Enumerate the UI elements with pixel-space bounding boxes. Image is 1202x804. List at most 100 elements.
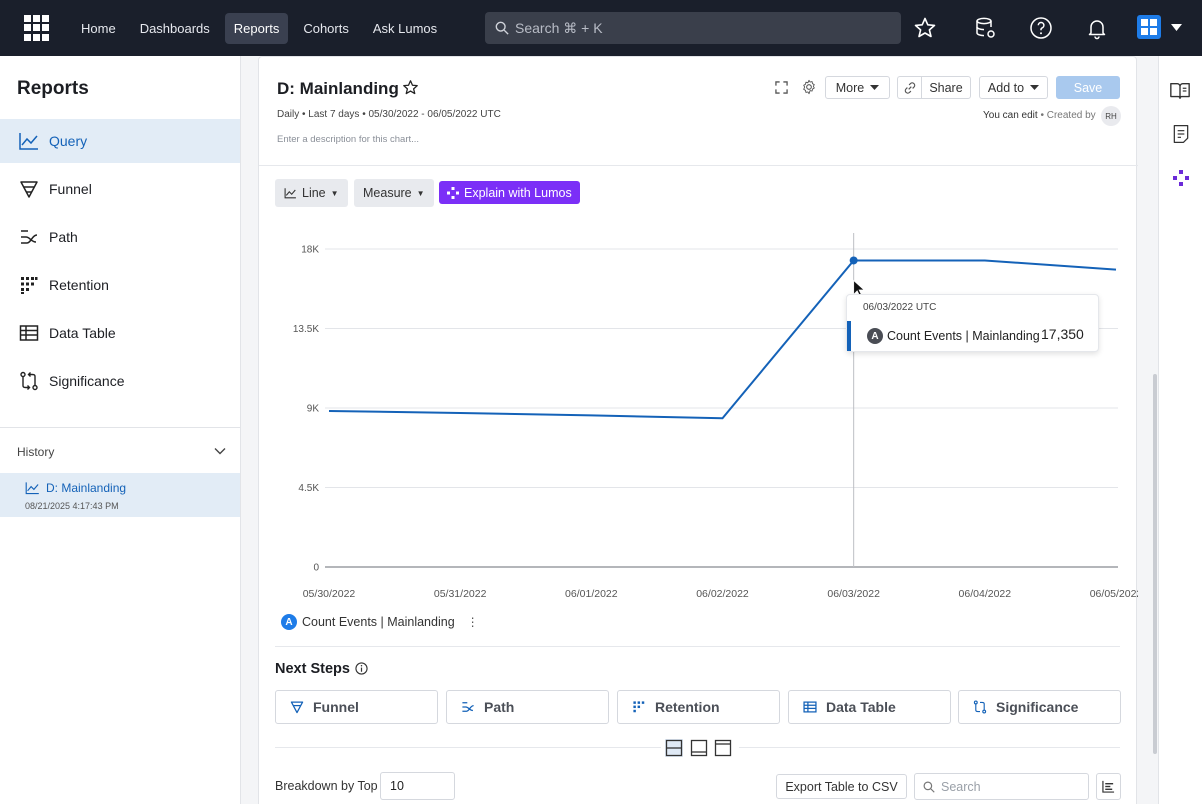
significance-icon [20, 371, 38, 391]
next-step-label: Funnel [313, 699, 359, 715]
chart-tooltip: 06/03/2022 UTC A Count Events | Mainland… [846, 294, 1099, 352]
tooltip-series-bar [847, 321, 851, 351]
more-button[interactable]: More [825, 76, 890, 99]
sidebar-item-label: Query [49, 133, 88, 149]
breakdown-top-input[interactable]: 10 [380, 772, 455, 800]
chevron-down-icon[interactable] [1171, 24, 1182, 32]
chevron-down-icon[interactable] [213, 444, 227, 458]
history-item[interactable]: D: Mainlanding 08/21/2025 4:17:43 PM [0, 473, 240, 517]
x-tick-label: 06/04/2022 [959, 588, 1012, 600]
export-csv-button[interactable]: Export Table to CSV [776, 774, 907, 799]
table-icon [803, 701, 817, 713]
search-icon [495, 21, 509, 35]
sidebar-item-path[interactable]: Path [0, 215, 240, 259]
nav-reports[interactable]: Reports [224, 12, 289, 44]
y-tick-label: 13.5K [293, 324, 319, 335]
creator-avatar[interactable]: RH [1101, 106, 1121, 126]
search-placeholder: Search ⌘ + K [515, 19, 603, 36]
funnel-icon [20, 181, 38, 198]
info-icon[interactable] [355, 662, 368, 675]
nav-dashboards[interactable]: Dashboards [139, 20, 210, 36]
kebab-menu-icon[interactable]: ⋮ [466, 615, 479, 629]
scrollbar[interactable] [1153, 374, 1157, 754]
app-grid-icon[interactable] [24, 15, 50, 41]
save-button[interactable]: Save [1056, 76, 1120, 99]
tooltip-series-name: Count Events | Mainlanding [887, 329, 1040, 343]
description-input[interactable]: Enter a description for this chart... [277, 134, 420, 145]
sidebar-item-query[interactable]: Query [0, 119, 240, 163]
sidebar-item-retention[interactable]: Retention [0, 263, 240, 307]
next-step-funnel[interactable]: Funnel [275, 690, 438, 724]
next-step-label: Data Table [826, 699, 896, 715]
path-icon [462, 702, 474, 712]
created-by-label: • Created by [1040, 110, 1096, 121]
next-step-significance[interactable]: Significance [958, 690, 1121, 724]
sidebar-item-significance[interactable]: Significance [0, 359, 240, 403]
help-icon[interactable] [1029, 16, 1053, 40]
right-rail [1158, 56, 1202, 804]
favorite-star-icon[interactable] [402, 79, 419, 96]
bell-icon[interactable] [1085, 16, 1109, 40]
gear-icon[interactable] [801, 79, 817, 95]
line-chart-icon [284, 188, 296, 199]
chart-legend[interactable]: A Count Events | Mainlanding ⋮ [281, 614, 479, 630]
database-settings-icon[interactable] [973, 16, 997, 40]
sidebar-item-label: Path [49, 229, 78, 245]
book-icon[interactable] [1169, 80, 1191, 102]
copy-link-button[interactable] [897, 76, 921, 99]
nav-ask-lumos[interactable]: Ask Lumos [372, 20, 438, 36]
tooltip-series-badge: A [867, 328, 883, 344]
x-tick-label: 06/03/2022 [827, 588, 880, 600]
funnel-icon [290, 701, 304, 714]
next-step-data-table[interactable]: Data Table [788, 690, 951, 724]
fullscreen-icon[interactable] [775, 81, 788, 94]
account-avatar[interactable] [1137, 15, 1161, 39]
edit-status: You can edit [983, 110, 1038, 121]
column-settings-button[interactable] [1096, 773, 1121, 800]
report-title[interactable]: D: Mainlanding [277, 79, 399, 98]
star-icon[interactable] [913, 16, 937, 40]
lumos-icon [447, 186, 459, 199]
hover-point [849, 256, 858, 265]
layout-table-icon[interactable] [714, 739, 732, 757]
add-to-button[interactable]: Add to [979, 76, 1048, 99]
more-button-label: More [835, 80, 865, 95]
next-step-path[interactable]: Path [446, 690, 609, 724]
next-step-retention[interactable]: Retention [617, 690, 780, 724]
layout-chart-icon[interactable] [690, 739, 708, 757]
header-divider [259, 165, 1138, 166]
report-meta: Daily • Last 7 days • 05/30/2022 - 06/05… [277, 109, 501, 120]
layout-toggle-group [661, 737, 739, 759]
sidebar-item-data-table[interactable]: Data Table [0, 311, 240, 355]
y-tick-label: 18K [301, 245, 319, 256]
lumos-icon[interactable] [1173, 170, 1189, 186]
table-icon [19, 325, 39, 341]
left-sidebar: Reports Query Funnel Path Retention Data… [0, 56, 241, 804]
sidebar-divider [0, 427, 240, 428]
nav-cohorts[interactable]: Cohorts [303, 20, 349, 36]
x-tick-label: 06/01/2022 [565, 588, 618, 600]
x-tick-label: 05/30/2022 [303, 588, 356, 600]
chart-type-dropdown[interactable]: Line ▼ [275, 179, 348, 207]
x-tick-label: 05/31/2022 [434, 588, 487, 600]
retention-icon [21, 277, 38, 294]
line-chart-icon [19, 133, 38, 150]
significance-icon [973, 700, 987, 714]
table-search-placeholder: Search [941, 779, 981, 794]
path-icon [21, 230, 38, 244]
sidebar-item-label: Significance [49, 373, 125, 389]
table-search-input[interactable]: Search [914, 773, 1089, 800]
report-card: D: Mainlanding Daily • Last 7 days • 05/… [258, 56, 1138, 804]
explain-with-lumos-button[interactable]: Explain with Lumos [439, 181, 580, 204]
notes-icon[interactable] [1171, 124, 1191, 144]
global-search-input[interactable]: Search ⌘ + K [485, 12, 901, 44]
caret-down-icon [1030, 84, 1040, 90]
add-to-label: Add to [987, 80, 1025, 95]
layout-split-icon[interactable] [665, 739, 683, 757]
nav-home[interactable]: Home [81, 20, 116, 36]
sidebar-item-funnel[interactable]: Funnel [0, 167, 240, 211]
measure-dropdown[interactable]: Measure ▼ [354, 179, 434, 207]
share-button[interactable]: Share [921, 76, 971, 99]
top-nav: Home Dashboards Reports Cohorts Ask Lumo… [0, 0, 1202, 56]
link-icon [904, 81, 915, 94]
